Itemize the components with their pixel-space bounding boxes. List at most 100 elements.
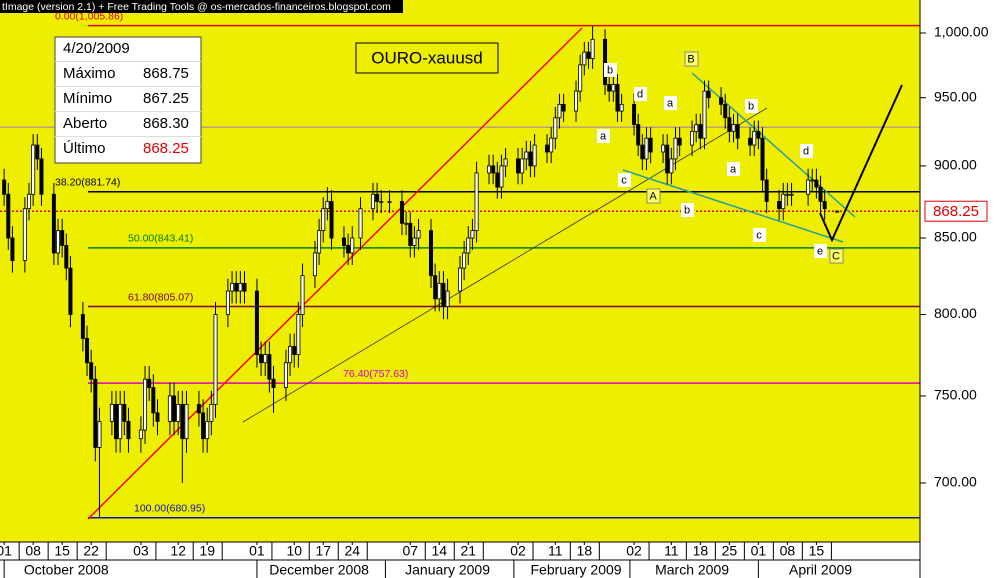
candle-body	[760, 137, 765, 181]
candle-body	[201, 412, 206, 440]
candle-body	[636, 124, 641, 146]
wave-label: c	[621, 174, 627, 186]
trend-line	[622, 169, 844, 243]
candle-body	[399, 201, 404, 224]
wave-label-box	[829, 248, 844, 264]
candle-body	[312, 252, 317, 277]
candle-body	[648, 137, 653, 153]
candle-body	[590, 38, 595, 59]
header-text: tImage (version 2.1) + Free Trading Tool…	[2, 1, 391, 13]
info-value: 868.25	[143, 140, 189, 157]
candle-body	[387, 201, 392, 203]
x-tick-label: 07	[402, 543, 418, 559]
trend-line	[691, 72, 856, 218]
month-label: March 2009	[655, 562, 729, 578]
candles	[2, 25, 840, 518]
candle-body	[122, 403, 127, 422]
candle-body	[731, 124, 736, 132]
candle-body	[487, 165, 492, 174]
candle-body	[503, 158, 508, 167]
candle-body	[781, 193, 786, 210]
candle-body	[80, 314, 85, 339]
wave-label: A	[649, 190, 657, 202]
candle-body	[114, 403, 119, 440]
x-tick-label: 01	[249, 543, 265, 559]
candle-body	[665, 144, 670, 174]
x-tick-label: 15	[54, 543, 70, 559]
candle-body	[317, 230, 322, 254]
candle-body	[31, 144, 36, 195]
candle-body	[68, 267, 73, 315]
candle-body	[64, 245, 69, 269]
candle-body	[321, 208, 326, 232]
candle-body	[814, 179, 819, 188]
wave-label: e	[817, 245, 823, 257]
trend-line	[87, 27, 583, 520]
candle-body	[756, 130, 761, 139]
candle-body	[644, 137, 649, 160]
candle-body	[495, 172, 500, 188]
candle-body	[441, 282, 446, 308]
candle-body	[238, 282, 243, 292]
wave-label-box	[604, 63, 617, 77]
y-tick-label: 1,000.00	[934, 24, 989, 40]
levels: 0.00(1,005.86) 38.20(881.74) 50.00(843.41)…	[0, 10, 920, 519]
candle-body	[557, 103, 562, 119]
candle-body	[283, 362, 288, 388]
candle-body	[735, 124, 740, 139]
month-label: October 2008	[24, 562, 109, 578]
candle-body	[375, 193, 380, 202]
candle-body	[51, 193, 56, 254]
x-tick-label: 17	[315, 543, 331, 559]
chart-title: OURO-xauusd	[371, 48, 482, 67]
candle-body	[661, 144, 666, 153]
candle-body	[300, 275, 305, 315]
candle-body	[574, 90, 579, 112]
candle-body	[669, 158, 674, 174]
info-value: 867.25	[143, 90, 189, 107]
x-tick-label: 02	[626, 543, 642, 559]
wave-label: c	[756, 229, 762, 241]
candle-body	[254, 290, 259, 355]
x-tick-label: 14	[431, 543, 447, 559]
candle-body	[677, 137, 682, 146]
wave-label-box	[753, 228, 766, 242]
candle-body	[524, 151, 529, 160]
candle-body	[172, 395, 177, 422]
x-tick-label: 03	[133, 543, 149, 559]
candle-body	[528, 151, 533, 167]
candle-body	[259, 354, 264, 364]
info-value: 868.75	[143, 65, 189, 82]
month-label: April 2009	[789, 562, 852, 578]
annotations: b d a a c A Bb a d b c e C	[597, 51, 844, 264]
wave-label: d	[803, 145, 809, 157]
candle-body	[167, 395, 172, 422]
candle-body	[428, 230, 433, 277]
candle-body	[288, 346, 293, 364]
candle-body	[408, 222, 413, 246]
wave-label-box	[684, 51, 699, 67]
y-tick-label: 750.00	[934, 387, 977, 403]
x-tick-label: 08	[25, 543, 41, 559]
candle-body	[126, 421, 131, 440]
candle-body	[292, 346, 297, 355]
candle-body	[242, 282, 247, 292]
candle-body	[690, 130, 695, 146]
candle-body	[85, 337, 90, 364]
y-tick-label: 850.00	[934, 229, 977, 245]
candle-body	[271, 378, 276, 388]
fib-label: 50.00(843.41)	[128, 233, 193, 245]
trend-lines	[87, 27, 903, 520]
candle-body	[151, 387, 156, 414]
candle-body	[97, 421, 102, 448]
wave-label: B	[687, 53, 694, 65]
candle-body	[549, 137, 554, 153]
candle-body	[789, 193, 794, 196]
candle-body	[748, 137, 753, 146]
trend-line	[242, 107, 768, 423]
candle-body	[727, 117, 732, 132]
x-tick-label: 18	[693, 543, 709, 559]
candle-body	[22, 208, 27, 261]
info-date: 4/20/2009	[63, 40, 130, 57]
